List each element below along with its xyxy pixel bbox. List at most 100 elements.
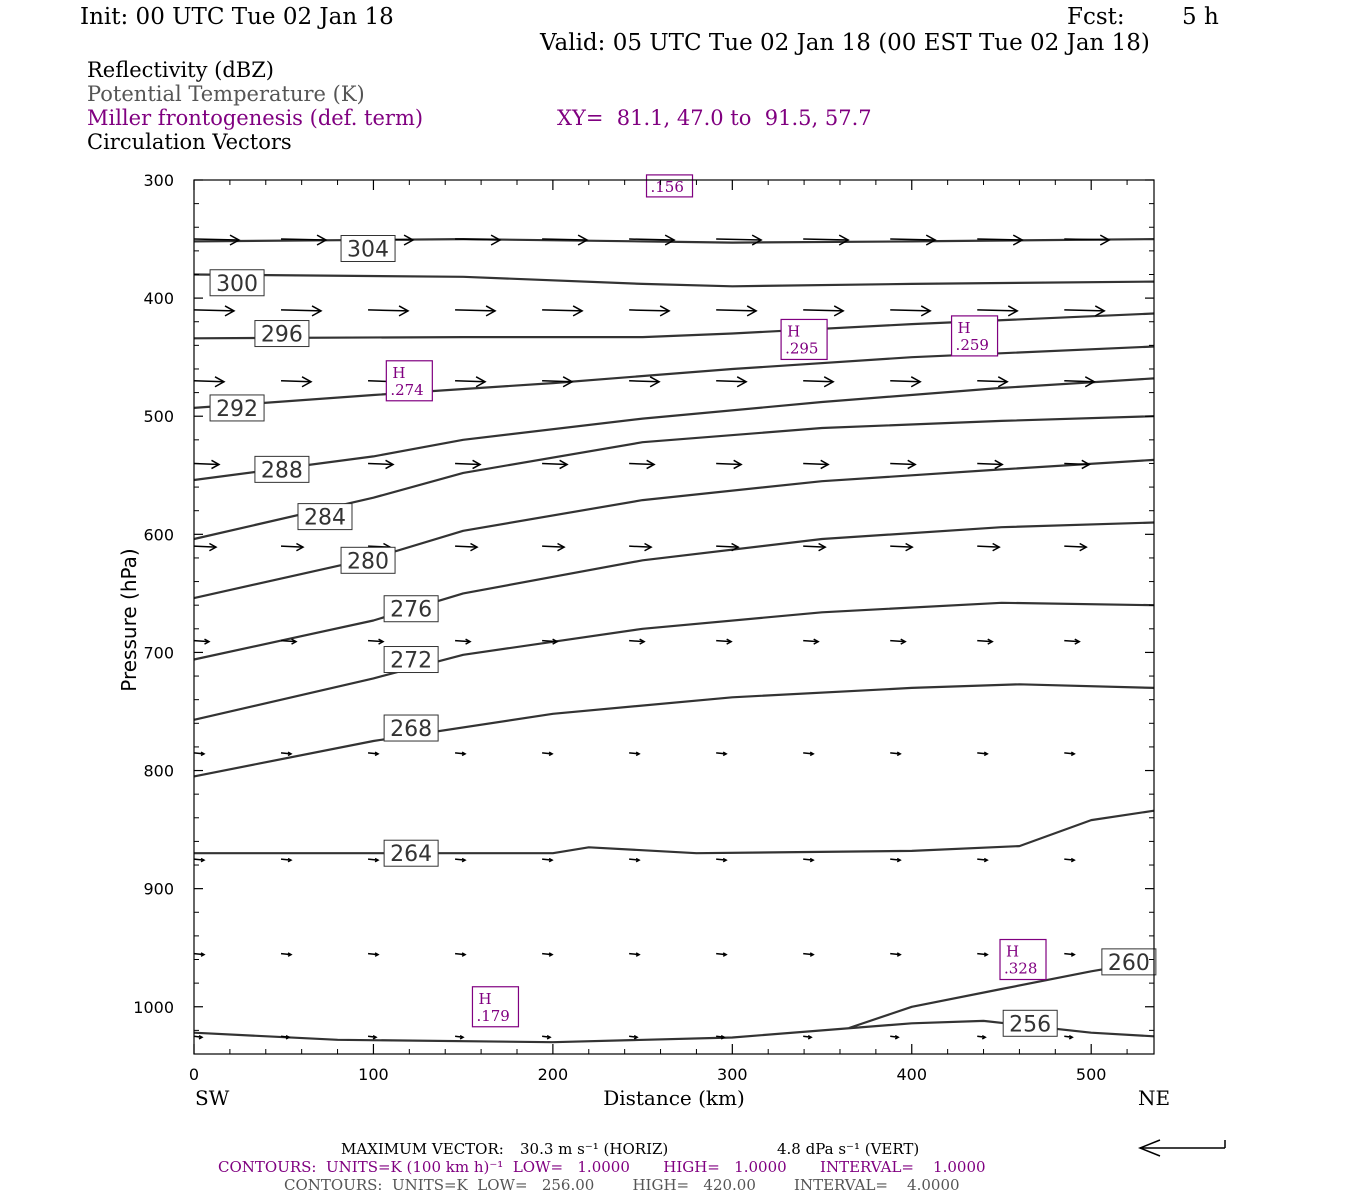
vector-shaft — [368, 462, 394, 466]
vector-head — [635, 952, 641, 957]
vector-head — [548, 857, 554, 863]
vector-shaft — [803, 380, 834, 383]
theta-contour-256 — [193, 1019, 1155, 1044]
frontogenesis-max-label: H — [392, 364, 405, 382]
vector-shaft — [455, 545, 478, 548]
forecast-label: Fcst: — [1067, 4, 1125, 30]
vector-head — [204, 638, 211, 645]
contour-label-box — [383, 714, 439, 742]
vector-shaft — [193, 309, 235, 312]
frontogenesis-max-box — [471, 986, 520, 1028]
contour-label: 272 — [390, 649, 432, 674]
vector-head — [1007, 305, 1019, 317]
vector-shaft — [977, 380, 1008, 383]
axes: 300 400 500 600 700 800 900 1000 0 100 200 300 400 50… — [133, 171, 1154, 1084]
vector-shaft — [542, 545, 565, 548]
theta-contour-288 — [193, 377, 1155, 482]
vector-head — [894, 1034, 900, 1040]
contour-label-box — [209, 269, 265, 297]
frontogenesis-max-value: .259 — [956, 336, 989, 354]
vector-shaft — [977, 238, 1023, 241]
vector-head — [398, 305, 410, 317]
vector-head — [472, 459, 482, 470]
vector-head — [287, 751, 293, 757]
vector-shaft — [542, 639, 558, 643]
vector-shaft — [977, 545, 1000, 548]
y-tick-label: 600 — [143, 525, 174, 544]
vector-head — [910, 376, 922, 388]
frontogenesis-max-box — [385, 360, 433, 402]
frontogenesis-max-value: .179 — [476, 1007, 509, 1025]
vector-head — [577, 234, 589, 246]
vector-head — [987, 638, 994, 645]
y-tick-label: 400 — [143, 289, 174, 308]
max-vector-label: MAXIMUM VECTOR: — [341, 1140, 504, 1158]
vector-shaft — [629, 545, 652, 548]
vector-head — [920, 305, 932, 317]
forecast-hour: 5 h — [1182, 4, 1219, 30]
vector-head — [1099, 234, 1111, 246]
y-tick-label: 900 — [143, 880, 174, 899]
vector-head — [807, 1034, 813, 1040]
vector-head — [633, 1034, 639, 1040]
vector-head — [635, 751, 641, 757]
vector-head — [751, 234, 763, 246]
vector-head — [559, 459, 569, 470]
vector-head — [997, 376, 1009, 388]
vector-shaft — [1064, 462, 1090, 466]
vector-shaft — [890, 238, 936, 241]
vector-head — [746, 305, 758, 317]
contour-label: 288 — [261, 458, 303, 483]
vector-shaft — [193, 639, 210, 643]
contour-label: 304 — [347, 238, 389, 263]
contour-label-box — [383, 646, 439, 674]
vector-head — [649, 376, 661, 388]
vector-shaft — [629, 309, 670, 312]
contour-label-box — [383, 595, 439, 623]
frontogenesis-max-box — [999, 938, 1047, 981]
theta-contours — [193, 238, 1155, 1044]
vector-shaft — [716, 462, 742, 466]
vector-head — [572, 305, 584, 317]
legend-potential-temperature: Potential Temperature (K) — [87, 82, 365, 106]
vector-head — [557, 542, 566, 552]
legend-circulation-vectors: Circulation Vectors — [87, 130, 292, 154]
vector-head — [490, 234, 502, 246]
x-tick-label: 300 — [717, 1065, 748, 1084]
vector-head — [659, 305, 671, 317]
vector-shaft — [1064, 545, 1087, 548]
cross-section-endpoints: XY= 81.1, 47.0 to 91.5, 57.7 — [557, 106, 872, 130]
vector-head — [1084, 376, 1096, 388]
vector-head — [459, 1034, 465, 1040]
vector-shaft — [368, 639, 384, 643]
contour-label: 264 — [390, 842, 432, 867]
y-tick-label: 800 — [143, 762, 174, 781]
vector-head — [403, 234, 415, 246]
x-end-left: SW — [195, 1086, 230, 1110]
vector-shaft — [455, 238, 501, 241]
vector-head — [823, 376, 835, 388]
contour-label-box — [209, 394, 265, 422]
legend-frontogenesis: Miller frontogenesis (def. term) — [87, 106, 424, 130]
vector-head — [905, 542, 914, 552]
vector-head — [722, 751, 728, 757]
x-tick-label: 0 — [189, 1065, 199, 1084]
vector-shaft — [890, 309, 931, 312]
theta-contour-272 — [193, 601, 1155, 721]
vector-head — [994, 459, 1004, 470]
vector-head — [374, 857, 380, 863]
vector-shaft — [803, 639, 819, 643]
vector-shaft — [716, 380, 747, 383]
contour-label: 256 — [1009, 1012, 1051, 1037]
frontogenesis-max-value: .328 — [1004, 960, 1037, 978]
vector-shaft — [542, 462, 568, 466]
vector-shaft — [542, 309, 583, 312]
vector-head — [1081, 459, 1091, 470]
vector-head — [809, 952, 815, 957]
vector-shaft — [716, 545, 739, 548]
vector-head — [285, 1034, 291, 1040]
vector-shaft — [281, 380, 312, 383]
vector-head — [809, 751, 815, 757]
vector-head — [470, 542, 479, 552]
vector-shaft — [542, 380, 573, 383]
